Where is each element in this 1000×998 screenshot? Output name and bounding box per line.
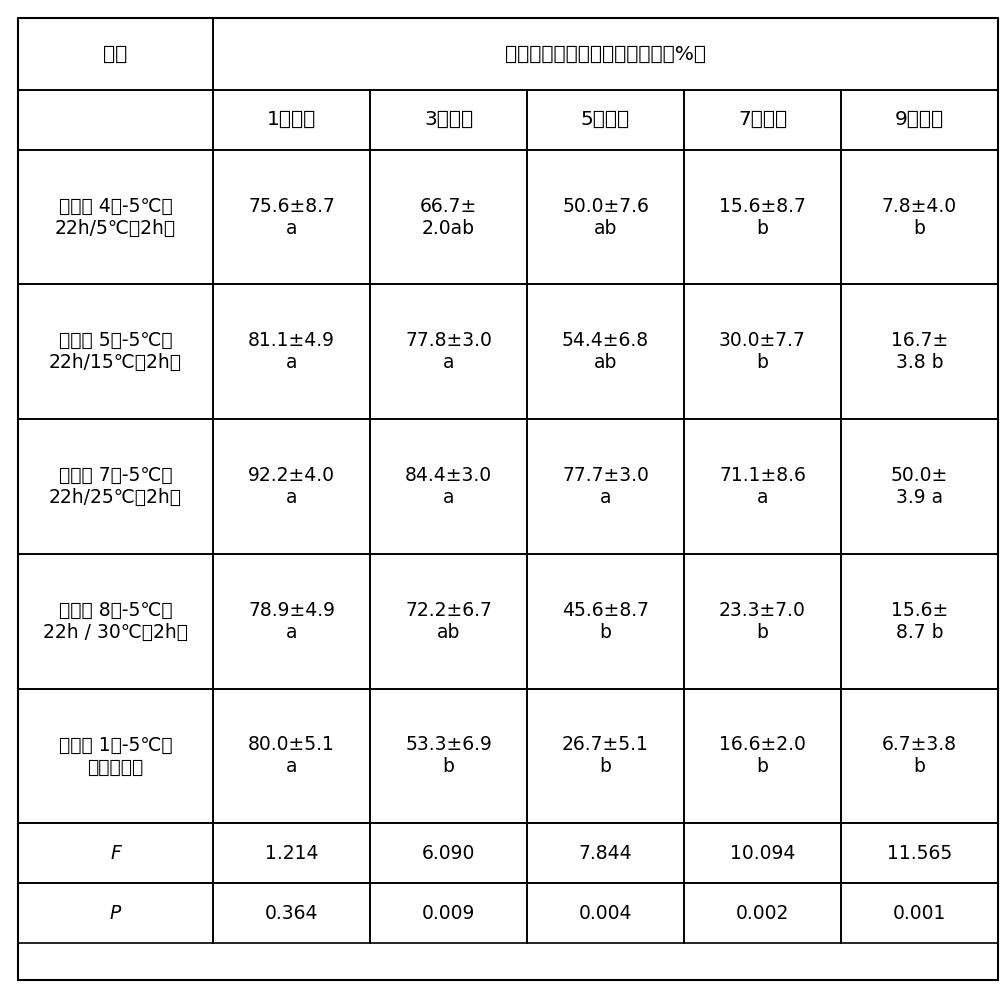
Text: 1.214: 1.214 <box>265 843 318 863</box>
Text: 15.6±8.7
b: 15.6±8.7 b <box>719 197 806 238</box>
Text: 实施例 5（-5℃、
22h/15℃、2h）: 实施例 5（-5℃、 22h/15℃、2h） <box>49 331 182 372</box>
Bar <box>370 150 527 284</box>
Text: 66.7±
2.0ab: 66.7± 2.0ab <box>420 197 477 238</box>
Text: 7.8±4.0
b: 7.8±4.0 b <box>882 197 957 238</box>
Bar <box>213 883 370 943</box>
Bar <box>18 90 213 150</box>
Bar <box>370 554 527 689</box>
Text: 50.0±
3.9 a: 50.0± 3.9 a <box>891 466 948 507</box>
Bar <box>18 883 213 943</box>
Bar <box>213 419 370 554</box>
Bar <box>213 284 370 419</box>
Text: 项目: 项目 <box>103 44 128 64</box>
Text: 0.001: 0.001 <box>893 903 946 923</box>
Text: 6.090: 6.090 <box>422 843 475 863</box>
Bar <box>527 823 684 883</box>
Bar <box>527 883 684 943</box>
Bar <box>370 90 527 150</box>
Bar <box>684 284 841 419</box>
Text: 84.4±3.0
a: 84.4±3.0 a <box>405 466 492 507</box>
Text: 对比例 1（-5℃、
恒温暴露）: 对比例 1（-5℃、 恒温暴露） <box>59 736 172 776</box>
Text: 9（天）: 9（天） <box>895 110 944 130</box>
Bar <box>527 419 684 554</box>
Bar <box>213 150 370 284</box>
Text: 80.0±5.1
a: 80.0±5.1 a <box>248 736 335 776</box>
Bar <box>684 150 841 284</box>
Bar <box>684 823 841 883</box>
Text: 10.094: 10.094 <box>730 843 795 863</box>
Bar <box>841 823 998 883</box>
Text: 11.565: 11.565 <box>887 843 952 863</box>
Bar <box>213 90 370 150</box>
Bar <box>18 18 213 90</box>
Bar <box>684 90 841 150</box>
Text: 0.364: 0.364 <box>265 903 318 923</box>
Text: 23.3±7.0
b: 23.3±7.0 b <box>719 601 806 642</box>
Text: 0.002: 0.002 <box>736 903 789 923</box>
Text: 26.7±5.1
b: 26.7±5.1 b <box>562 736 649 776</box>
Text: 0.009: 0.009 <box>422 903 475 923</box>
Bar <box>370 823 527 883</box>
Bar <box>370 419 527 554</box>
Bar <box>841 284 998 419</box>
Text: 1（天）: 1（天） <box>267 110 316 130</box>
Bar <box>18 419 213 554</box>
Bar <box>18 823 213 883</box>
Bar <box>213 554 370 689</box>
Text: 3（天）: 3（天） <box>424 110 473 130</box>
Bar <box>527 150 684 284</box>
Text: 72.2±6.7
ab: 72.2±6.7 ab <box>405 601 492 642</box>
Text: 16.6±2.0
b: 16.6±2.0 b <box>719 736 806 776</box>
Text: 实施例 8（-5℃、
22h / 30℃、2h）: 实施例 8（-5℃、 22h / 30℃、2h） <box>43 601 188 642</box>
Text: 77.7±3.0
a: 77.7±3.0 a <box>562 466 649 507</box>
Bar <box>527 689 684 823</box>
Bar <box>841 150 998 284</box>
Text: 30.0±7.7
b: 30.0±7.7 b <box>719 331 806 372</box>
Bar <box>213 689 370 823</box>
Bar <box>213 823 370 883</box>
Text: 81.1±4.9
a: 81.1±4.9 a <box>248 331 335 372</box>
Bar <box>684 689 841 823</box>
Bar <box>213 18 998 90</box>
Text: 实施例 4（-5℃、
22h/5℃、2h）: 实施例 4（-5℃、 22h/5℃、2h） <box>55 197 176 238</box>
Text: 5（天）: 5（天） <box>581 110 630 130</box>
Bar <box>370 883 527 943</box>
Text: 92.2±4.0
a: 92.2±4.0 a <box>248 466 335 507</box>
Text: 7（天）: 7（天） <box>738 110 787 130</box>
Bar <box>684 554 841 689</box>
Text: F: F <box>110 843 121 863</box>
Bar <box>18 554 213 689</box>
Bar <box>370 284 527 419</box>
Text: 54.4±6.8
ab: 54.4±6.8 ab <box>562 331 649 372</box>
Text: 低温暴露不同时间后的存活率（%）: 低温暴露不同时间后的存活率（%） <box>505 44 706 64</box>
Bar <box>841 419 998 554</box>
Text: 0.004: 0.004 <box>579 903 632 923</box>
Text: 50.0±7.6
ab: 50.0±7.6 ab <box>562 197 649 238</box>
Bar <box>18 689 213 823</box>
Text: 实施例 7（-5℃、
22h/25℃、2h）: 实施例 7（-5℃、 22h/25℃、2h） <box>49 466 182 507</box>
Text: 7.844: 7.844 <box>579 843 632 863</box>
Bar <box>18 284 213 419</box>
Bar <box>841 90 998 150</box>
Text: 6.7±3.8
b: 6.7±3.8 b <box>882 736 957 776</box>
Bar <box>841 554 998 689</box>
Bar <box>841 689 998 823</box>
Bar <box>841 883 998 943</box>
Text: 75.6±8.7
a: 75.6±8.7 a <box>248 197 335 238</box>
Text: P: P <box>110 903 121 923</box>
Text: 71.1±8.6
a: 71.1±8.6 a <box>719 466 806 507</box>
Bar <box>527 554 684 689</box>
Text: 77.8±3.0
a: 77.8±3.0 a <box>405 331 492 372</box>
Bar <box>527 284 684 419</box>
Text: 45.6±8.7
b: 45.6±8.7 b <box>562 601 649 642</box>
Bar <box>18 150 213 284</box>
Text: 15.6±
8.7 b: 15.6± 8.7 b <box>891 601 948 642</box>
Text: 16.7±
3.8 b: 16.7± 3.8 b <box>891 331 948 372</box>
Bar <box>684 883 841 943</box>
Text: 53.3±6.9
b: 53.3±6.9 b <box>405 736 492 776</box>
Bar <box>684 419 841 554</box>
Text: 78.9±4.9
a: 78.9±4.9 a <box>248 601 335 642</box>
Bar <box>527 90 684 150</box>
Bar <box>370 689 527 823</box>
